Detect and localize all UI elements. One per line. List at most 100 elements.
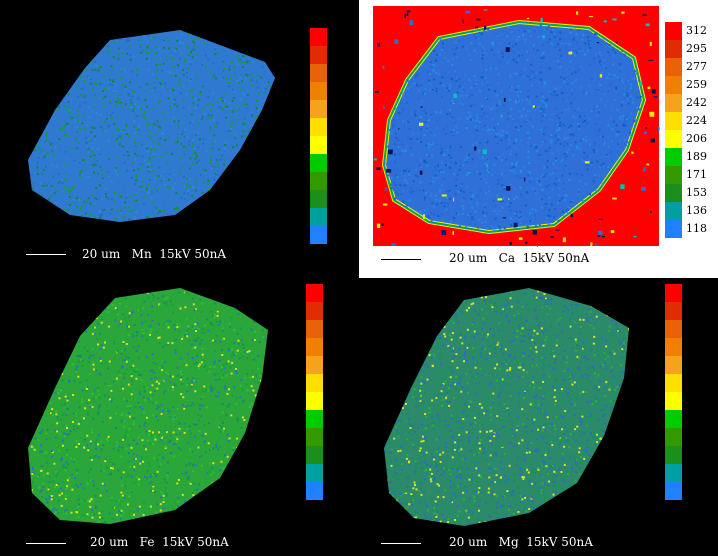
colorbar-cell — [310, 100, 327, 118]
colorbar-tick-label: 437 — [327, 340, 348, 353]
grain-map-fe — [0, 278, 359, 556]
colorbar-cell — [665, 202, 682, 220]
colorbar-cell — [665, 410, 682, 428]
colorbar-tick-label: 400 — [327, 412, 348, 425]
colorbar-cell — [665, 482, 682, 500]
map-panel-mg: 119 116 112 108 104 100 96 92 88 84 80 76 20 um Mg … — [359, 278, 718, 556]
colorbar-tick-label: 116 — [686, 304, 707, 317]
colorbar-cell — [306, 446, 323, 464]
scale-bar-line — [381, 543, 421, 544]
grain-map-mg — [359, 278, 718, 556]
colorbar-cell — [665, 94, 682, 112]
colorbar-ticks-ca: 312 295 277 259 242 224 206 189 171 153 136 118 — [684, 22, 707, 238]
colorbar-ca — [665, 22, 682, 238]
colorbar-cell — [665, 464, 682, 482]
colorbar-cell — [665, 58, 682, 76]
colorbar-tick-label: 229 — [331, 192, 352, 205]
colorbar-tick-label: 325 — [331, 84, 352, 97]
colorbar-cell — [310, 28, 327, 46]
colorbar-tick-label: 341 — [331, 66, 352, 79]
colorbar-tick-label: 118 — [686, 222, 707, 235]
colorbar-tick-label: 213 — [331, 210, 352, 223]
colorbar-tick-label: 357 — [331, 48, 352, 61]
colorbar-tick-label: 104 — [686, 358, 707, 371]
colorbar-tick-label: 224 — [686, 114, 707, 127]
caption-element: Fe — [139, 535, 155, 549]
colorbar-cell — [665, 374, 682, 392]
colorbar-tick-label: 153 — [686, 186, 707, 199]
colorbar-cell — [665, 284, 682, 302]
colorbar-cell — [306, 392, 323, 410]
colorbar-cell — [665, 40, 682, 58]
colorbar-cell — [306, 302, 323, 320]
colorbar-tick-label: 259 — [686, 78, 707, 91]
colorbar-tick-label: 312 — [686, 24, 707, 37]
colorbar-cell — [310, 190, 327, 208]
colorbar-tick-label: 277 — [686, 60, 707, 73]
caption-condition: 15kV 50nA — [162, 535, 229, 549]
colorbar-tick-label: 96 — [686, 394, 700, 407]
caption-scale: 20 um — [82, 247, 121, 261]
caption-fe: 20 um Fe 15kV 50nA — [90, 535, 229, 549]
colorbar-tick-label: 447 — [327, 322, 348, 335]
scale-bar-line — [26, 254, 66, 255]
colorbar-tick-label: 381 — [327, 448, 348, 461]
colorbar-tick-label: 119 — [686, 286, 707, 299]
colorbar-tick-label: 465 — [327, 286, 348, 299]
colorbar-tick-label: 293 — [331, 120, 352, 133]
colorbar-cell — [665, 446, 682, 464]
colorbar-ticks-mn: 372 357 341 325 309 293 277 261 245 229 213 197 — [329, 28, 352, 244]
colorbar-tick-label: 309 — [331, 102, 352, 115]
colorbar-cell — [306, 428, 323, 446]
colorbar-cell — [665, 22, 682, 40]
caption-condition: 15kV 50nA — [522, 251, 590, 265]
caption-mg: 20 um Mg 15kV 50nA — [449, 535, 593, 549]
caption-ca: 20 um Ca 15kV 50nA — [449, 251, 589, 265]
colorbar-tick-label: 171 — [686, 168, 707, 181]
colorbar-cell — [665, 130, 682, 148]
colorbar-cell — [306, 284, 323, 302]
caption-scale: 20 um — [449, 251, 488, 265]
colorbar-cell — [665, 166, 682, 184]
colorbar-cell — [665, 76, 682, 94]
colorbar-cell — [310, 136, 327, 154]
colorbar-tick-label: 371 — [327, 466, 348, 479]
colorbar-tick-label: 136 — [686, 204, 707, 217]
colorbar-cell — [306, 338, 323, 356]
caption-element: Mn — [131, 247, 152, 261]
colorbar-cell — [665, 184, 682, 202]
colorbar-ticks-mg: 119 116 112 108 104 100 96 92 88 84 80 76 — [684, 284, 707, 500]
grain-map-mn — [0, 0, 359, 278]
colorbar-cell — [665, 320, 682, 338]
colorbar-tick-label: 76 — [686, 484, 700, 497]
map-panel-fe: 465 456 447 437 428 418 409 400 390 381 371 362 20 … — [0, 278, 359, 556]
colorbar-cell — [310, 82, 327, 100]
colorbar-tick-label: 206 — [686, 132, 707, 145]
caption-element: Mg — [498, 535, 519, 549]
scale-bar-line — [381, 259, 421, 260]
colorbar-cell — [665, 302, 682, 320]
colorbar-cell — [665, 338, 682, 356]
colorbar-cell — [310, 64, 327, 82]
colorbar-ticks-fe: 465 456 447 437 428 418 409 400 390 381 371 362 — [325, 284, 348, 500]
colorbar-cell — [310, 226, 327, 244]
caption-condition: 15kV 50nA — [159, 247, 226, 261]
colorbar-cell — [306, 410, 323, 428]
colorbar-tick-label: 112 — [686, 322, 707, 335]
colorbar-cell — [665, 220, 682, 238]
colorbar-tick-label: 197 — [331, 228, 352, 241]
colorbar-tick-label: 428 — [327, 358, 348, 371]
colorbar-tick-label: 88 — [686, 430, 700, 443]
caption-scale: 20 um — [449, 535, 488, 549]
colorbar-tick-label: 277 — [331, 138, 352, 151]
colorbar-cell — [665, 428, 682, 446]
colorbar-tick-label: 108 — [686, 340, 707, 353]
colorbar-mg — [665, 284, 682, 500]
colorbar-tick-label: 242 — [686, 96, 707, 109]
colorbar-tick-label: 245 — [331, 174, 352, 187]
colorbar-tick-label: 409 — [327, 394, 348, 407]
colorbar-cell — [310, 172, 327, 190]
colorbar-cell — [310, 46, 327, 64]
caption-mn: 20 um Mn 15kV 50nA — [82, 247, 226, 261]
colorbar-tick-label: 295 — [686, 42, 707, 55]
